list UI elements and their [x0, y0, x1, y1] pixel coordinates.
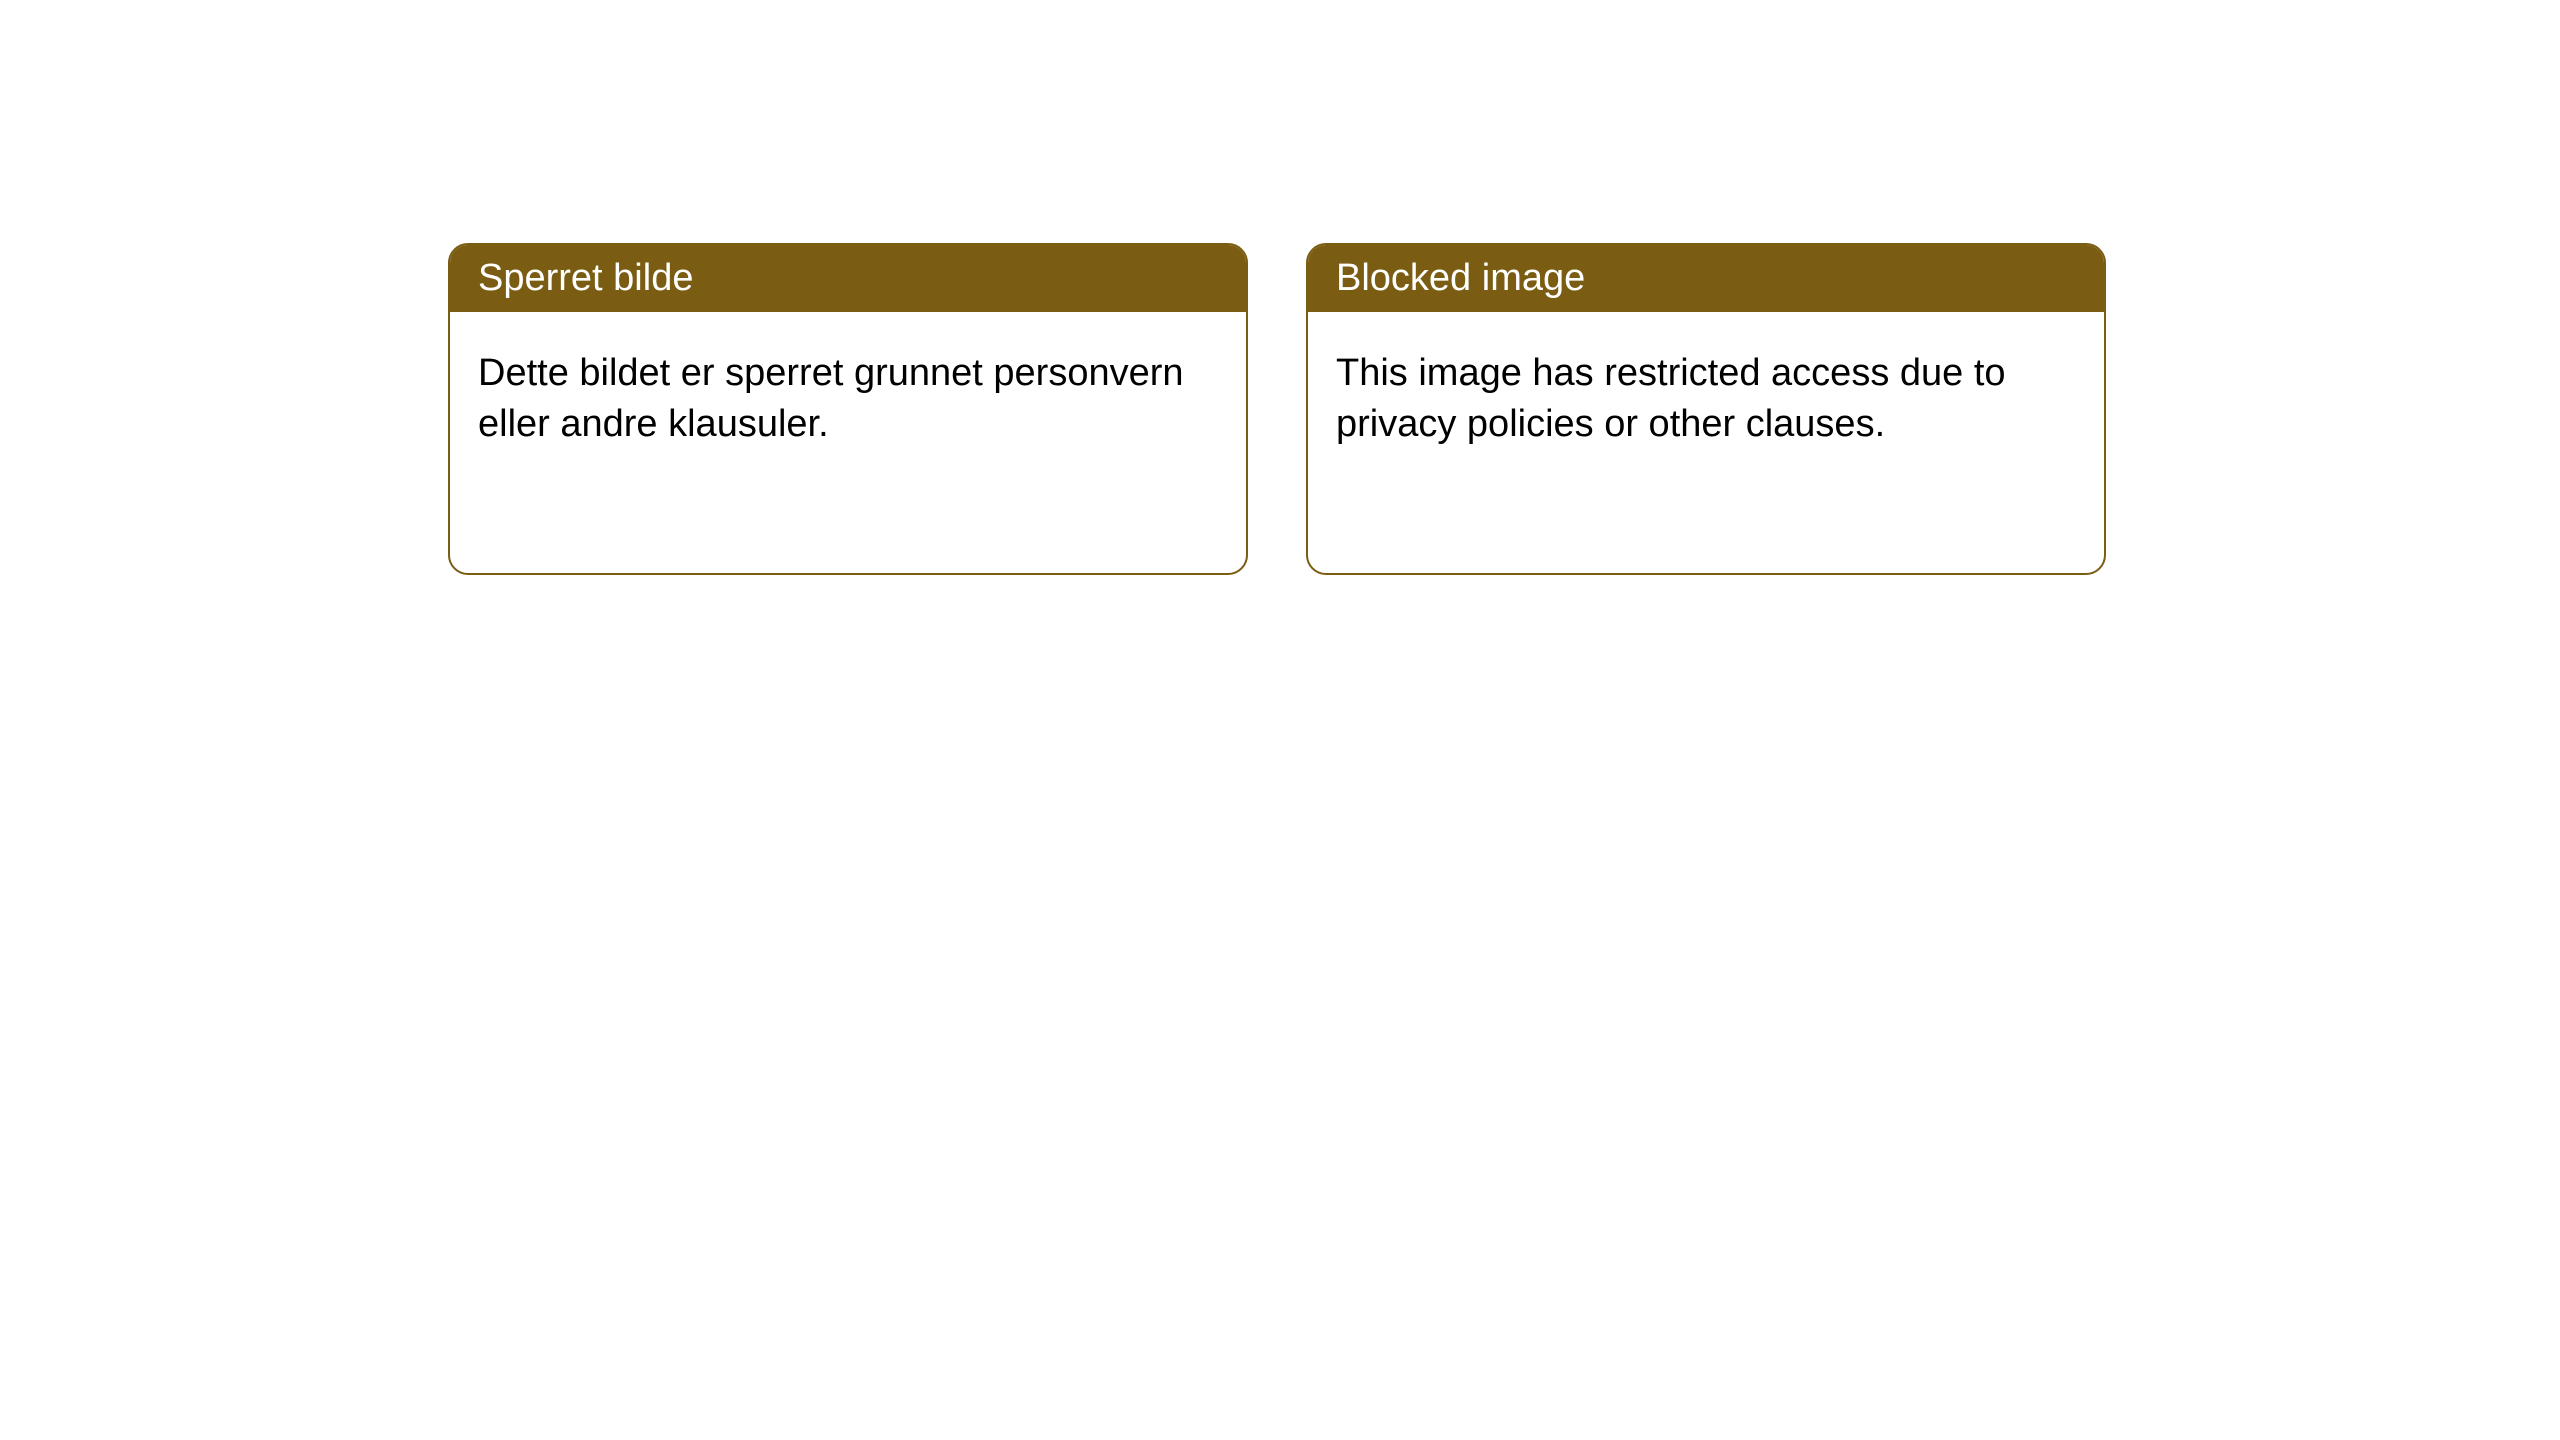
card-body: Dette bildet er sperret grunnet personve…: [450, 312, 1246, 487]
card-header: Blocked image: [1308, 245, 2104, 312]
card-body: This image has restricted access due to …: [1308, 312, 2104, 487]
notice-card-english: Blocked image This image has restricted …: [1306, 243, 2106, 575]
notice-card-norwegian: Sperret bilde Dette bildet er sperret gr…: [448, 243, 1248, 575]
card-title: Sperret bilde: [478, 257, 693, 299]
card-body-text: Dette bildet er sperret grunnet personve…: [478, 352, 1184, 445]
card-title: Blocked image: [1336, 257, 1585, 299]
notice-cards-container: Sperret bilde Dette bildet er sperret gr…: [448, 243, 2106, 575]
card-body-text: This image has restricted access due to …: [1336, 352, 2006, 445]
card-header: Sperret bilde: [450, 245, 1246, 312]
